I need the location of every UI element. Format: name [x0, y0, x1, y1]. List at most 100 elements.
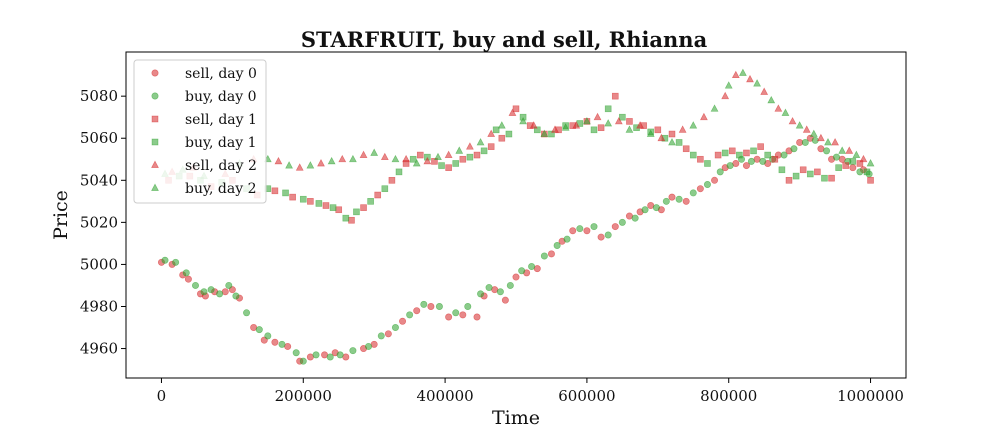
data-point [528, 263, 536, 271]
y-tick-label: 4960 [80, 340, 118, 358]
data-point [505, 130, 513, 138]
data-point [271, 187, 279, 195]
legend-marker [151, 183, 159, 191]
data-point [487, 143, 495, 150]
legend-label: sell, day 1 [185, 112, 257, 128]
data-point [519, 116, 527, 125]
data-point [480, 147, 488, 155]
y-tick-label: 5040 [80, 171, 118, 189]
data-point [540, 252, 548, 260]
data-point [563, 235, 571, 243]
data-point [631, 214, 639, 222]
data-point [342, 214, 350, 222]
data-point [216, 290, 224, 298]
data-point [561, 123, 570, 131]
data-point [349, 347, 357, 355]
data-point [518, 267, 526, 275]
data-point [452, 160, 460, 167]
data-point [529, 121, 538, 129]
legend-box [133, 59, 267, 204]
data-point [833, 153, 841, 161]
legend-marker [151, 69, 159, 77]
data-point [721, 91, 730, 100]
data-point [299, 195, 307, 203]
data-point [792, 172, 800, 180]
data-point [696, 185, 704, 193]
legend-label: sell, day 0 [185, 66, 257, 82]
data-point [466, 142, 474, 150]
data-point [611, 223, 619, 231]
plot-area [125, 51, 907, 379]
data-point [703, 181, 711, 189]
data-point [668, 193, 676, 201]
data-point [849, 158, 857, 165]
data-point [726, 162, 734, 170]
data-point [306, 161, 315, 169]
x-tick-label: 600000 [558, 387, 615, 405]
data-point [689, 121, 698, 129]
data-point [710, 104, 719, 112]
y-tick-label: 5060 [80, 129, 118, 147]
data-point [711, 176, 719, 184]
data-point [365, 342, 373, 350]
data-point [662, 197, 670, 205]
data-point [399, 317, 407, 325]
data-point [445, 164, 452, 171]
data-point [689, 189, 697, 197]
data-point [225, 281, 233, 289]
data-point [689, 151, 697, 159]
data-point [593, 112, 602, 121]
y-axis-label: Price [50, 190, 72, 240]
x-tick-label: 400000 [416, 387, 473, 405]
data-point [852, 150, 861, 158]
y-axis: 4960 4980 5000 5020 5040 5060 5080 [80, 87, 126, 358]
data-point [859, 154, 868, 163]
legend-marker [151, 115, 159, 123]
data-point [200, 288, 208, 296]
legend: sell, day 0 buy, day 0 sell, day 1 buy, day… [133, 59, 267, 204]
data-point [367, 198, 374, 205]
data-point [540, 129, 549, 137]
data-point [307, 198, 314, 205]
data-point [501, 296, 509, 304]
data-point [374, 191, 382, 199]
data-point [831, 137, 839, 146]
data-point [863, 168, 871, 176]
data-point [353, 208, 360, 216]
data-point [476, 137, 485, 146]
data-point [731, 70, 740, 79]
data-point [473, 313, 481, 321]
data-point [459, 155, 467, 163]
data-point [435, 302, 443, 310]
data-point [184, 275, 192, 283]
data-point [413, 307, 421, 315]
data-point [806, 170, 814, 178]
data-point [801, 138, 809, 146]
data-points [157, 68, 875, 365]
data-point [716, 168, 724, 176]
data-point [849, 164, 857, 172]
x-tick-label: 1000000 [837, 387, 904, 405]
data-point [721, 149, 729, 157]
data-point [802, 125, 811, 133]
data-point [182, 269, 190, 277]
data-point [604, 231, 612, 239]
data-point [506, 281, 514, 289]
data-point [384, 330, 392, 338]
legend-marker [151, 160, 159, 168]
legend-label: buy, day 1 [185, 135, 257, 151]
data-point [700, 112, 708, 121]
x-tick-label: 800000 [700, 387, 757, 405]
data-point [760, 87, 769, 95]
data-point [590, 223, 598, 231]
data-point [774, 104, 783, 112]
data-point [838, 146, 847, 154]
data-point [788, 116, 797, 125]
data-point [431, 158, 438, 165]
data-point [739, 68, 747, 76]
data-point [828, 174, 835, 182]
data-point [757, 143, 764, 150]
data-point [370, 148, 379, 156]
legend-label: buy, day 0 [185, 89, 257, 105]
data-point [395, 168, 403, 176]
